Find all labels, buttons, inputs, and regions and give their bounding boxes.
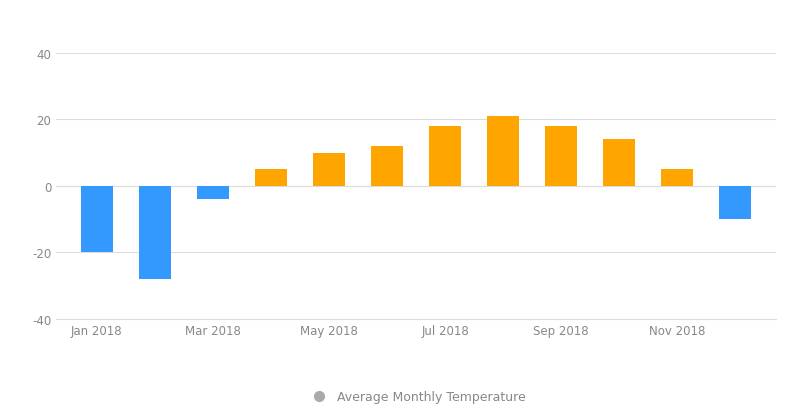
Bar — [603, 140, 635, 187]
Bar — [429, 127, 461, 187]
Bar — [313, 153, 345, 187]
Bar — [255, 170, 287, 187]
Bar — [662, 170, 694, 187]
Bar — [138, 187, 170, 279]
Bar — [371, 146, 403, 187]
Bar — [487, 117, 519, 187]
Legend: Average Monthly Temperature: Average Monthly Temperature — [301, 385, 531, 408]
Bar — [545, 127, 577, 187]
Bar — [719, 187, 751, 220]
Bar — [81, 187, 113, 253]
Bar — [197, 187, 229, 200]
